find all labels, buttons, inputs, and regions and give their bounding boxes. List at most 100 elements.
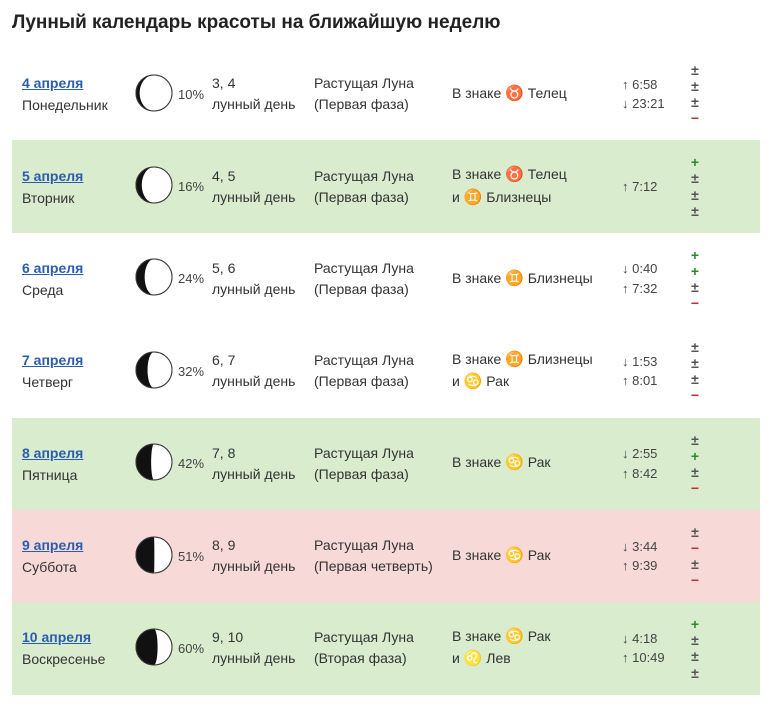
time-2: ↓ 23:21 [622,94,684,114]
illumination-percent: 60% [178,641,204,656]
lunar-day-label: лунный день [212,464,314,485]
time-1: ↓ 0:40 [622,259,684,279]
lunar-day-label: лунный день [212,187,314,208]
rating-mark: − [691,480,699,496]
rating-mark: − [691,540,699,556]
page-title: Лунный календарь красоты на ближайшую не… [12,12,760,34]
calendar-row: 7 апреля Четверг 32% 6, 7 лунный день Ра… [12,325,760,417]
date-link[interactable]: 7 апреля [22,352,83,368]
calendar-row: 10 апреля Воскресенье 60% 9, 10 лунный д… [12,602,760,694]
lunar-day-numbers: 3, 4 [212,73,314,94]
day-of-week: Среда [22,282,134,298]
phase-name: Растущая Луна [314,535,452,556]
phase-detail: (Первая фаза) [314,187,452,208]
zodiac-glyph: ♉ [505,85,524,102]
rating-mark: ± [691,355,699,371]
illumination-percent: 10% [178,87,204,102]
rating-mark: ± [691,170,699,186]
time-1: ↓ 3:44 [622,537,684,557]
rating-mark: − [691,295,699,311]
phase-name: Растущая Луна [314,443,452,464]
day-of-week: Вторник [22,190,134,206]
time-2: ↑ 8:01 [622,371,684,391]
time-2: ↑ 7:32 [622,279,684,299]
lunar-day-numbers: 8, 9 [212,535,314,556]
rating-mark: ± [691,78,699,94]
zodiac-line-1: В знаке ♋ Рак [452,452,622,475]
rating-mark: ± [691,556,699,572]
phase-detail: (Вторая фаза) [314,648,452,669]
lunar-day-numbers: 7, 8 [212,443,314,464]
phase-name: Растущая Луна [314,350,452,371]
calendar-row: 9 апреля Суббота 51% 8, 9 лунный день Ра… [12,510,760,602]
zodiac-line-2: и ♋ Рак [452,371,622,394]
illumination-percent: 51% [178,549,204,564]
lunar-day-numbers: 5, 6 [212,258,314,279]
zodiac-glyph: ♋ [464,373,483,390]
moon-phase-icon [134,442,174,485]
zodiac-glyph: ♋ [505,454,524,471]
rating-mark: + [691,616,699,632]
day-of-week: Пятница [22,467,134,483]
zodiac-glyph: ♌ [464,650,483,667]
date-link[interactable]: 9 апреля [22,537,83,553]
date-link[interactable]: 10 апреля [22,629,91,645]
moon-phase-icon [134,535,174,578]
rating-mark: + [691,448,699,464]
lunar-calendar-table: 4 апреля Понедельник 10% 3, 4 лунный ден… [12,48,760,695]
rating-column: +±±± [684,616,706,680]
zodiac-line-2: и ♌ Лев [452,648,622,671]
rating-mark: ± [691,187,699,203]
date-link[interactable]: 8 апреля [22,445,83,461]
phase-name: Растущая Луна [314,73,452,94]
moon-phase-icon [134,257,174,300]
phase-detail: (Первая фаза) [314,371,452,392]
calendar-row: 8 апреля Пятница 42% 7, 8 лунный день Ра… [12,418,760,510]
date-link[interactable]: 6 апреля [22,260,83,276]
illumination-percent: 24% [178,271,204,286]
phase-detail: (Первая четверть) [314,556,452,577]
moon-phase-icon [134,350,174,393]
zodiac-glyph: ♉ [505,166,524,183]
date-link[interactable]: 4 апреля [22,75,83,91]
rating-mark: ± [691,62,699,78]
lunar-day-label: лунный день [212,648,314,669]
phase-name: Растущая Луна [314,258,452,279]
lunar-day-label: лунный день [212,94,314,115]
phase-name: Растущая Луна [314,627,452,648]
rating-mark: ± [691,94,699,110]
moon-phase-icon [134,73,174,116]
lunar-day-numbers: 9, 10 [212,627,314,648]
zodiac-line-1: В знаке ♋ Рак [452,545,622,568]
zodiac-glyph: ♋ [505,547,524,564]
time-2: ↑ 10:49 [622,648,684,668]
rating-mark: ± [691,524,699,540]
zodiac-line-2: и ♊ Близнецы [452,187,622,210]
rating-mark: ± [691,464,699,480]
rating-mark: − [691,572,699,588]
moon-phase-icon [134,627,174,670]
rating-column: ++±− [684,247,706,311]
zodiac-glyph: ♋ [505,628,524,645]
time-2: ↑ 8:42 [622,464,684,484]
time-1: ↓ 2:55 [622,444,684,464]
day-of-week: Четверг [22,374,134,390]
calendar-row: 5 апреля Вторник 16% 4, 5 лунный день Ра… [12,140,760,232]
calendar-row: 4 апреля Понедельник 10% 3, 4 лунный ден… [12,48,760,140]
time-2: ↑ 9:39 [622,556,684,576]
illumination-percent: 32% [178,364,204,379]
moon-phase-icon [134,165,174,208]
zodiac-line-1: В знаке ♉ Телец [452,83,622,106]
phase-name: Растущая Луна [314,166,452,187]
date-link[interactable]: 5 апреля [22,168,83,184]
rating-column: ±±±− [684,62,706,126]
zodiac-line-1: В знаке ♊ Близнецы [452,349,622,372]
phase-detail: (Первая фаза) [314,279,452,300]
zodiac-line-1: В знаке ♊ Близнецы [452,268,622,291]
lunar-day-numbers: 6, 7 [212,350,314,371]
illumination-percent: 42% [178,456,204,471]
illumination-percent: 16% [178,179,204,194]
time-1: ↓ 4:18 [622,629,684,649]
rating-mark: ± [691,339,699,355]
day-of-week: Суббота [22,559,134,575]
